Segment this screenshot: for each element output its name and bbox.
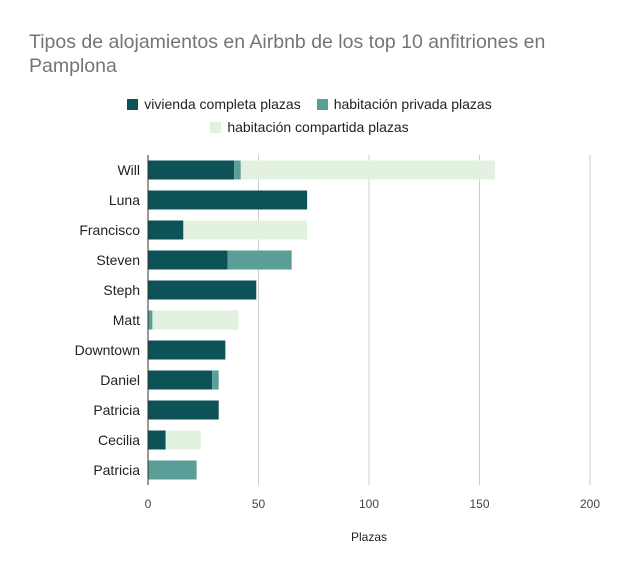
x-tick-label-50: 50 <box>252 497 266 511</box>
y-category-label-6: Downtown <box>75 342 140 358</box>
legend-label-vivienda: vivienda completa plazas <box>144 96 301 112</box>
y-category-label-4: Steph <box>103 282 140 298</box>
bar-3-series-1 <box>227 250 292 270</box>
legend-label-privada: habitación privada plazas <box>333 96 492 112</box>
x-tick-label-200: 200 <box>580 497 600 511</box>
legend-swatch-privada <box>316 98 328 110</box>
legend-item-vivienda[interactable]: vivienda completa plazas <box>127 96 301 112</box>
bar-10-series-1 <box>148 460 197 480</box>
y-category-label-5: Matt <box>113 312 140 328</box>
y-category-label-1: Luna <box>109 192 140 208</box>
legend-row-2: habitación compartida plazas <box>0 119 619 135</box>
legend-swatch-vivienda <box>127 98 139 110</box>
bar-2-series-0 <box>148 220 184 240</box>
y-category-label-2: Francisco <box>79 222 140 238</box>
bar-9-series-0 <box>148 430 166 450</box>
x-axis-title: Plazas <box>351 530 387 544</box>
legend-item-compartida[interactable]: habitación compartida plazas <box>210 119 409 135</box>
bar-1-series-0 <box>148 190 308 210</box>
bar-9-series-2 <box>165 430 202 450</box>
bar-7-series-1 <box>212 370 219 390</box>
y-category-label-3: Steven <box>96 252 140 268</box>
x-tick-label-150: 150 <box>469 497 489 511</box>
y-category-label-10: Patricia <box>93 462 140 478</box>
bar-8-series-0 <box>148 400 219 420</box>
y-category-label-0: Will <box>117 162 140 178</box>
legend-swatch-compartida <box>210 121 222 133</box>
bar-0-series-1 <box>234 160 241 180</box>
legend-item-privada[interactable]: habitación privada plazas <box>316 96 492 112</box>
bar-0-series-0 <box>148 160 235 180</box>
bar-3-series-0 <box>148 250 228 270</box>
x-tick-label-0: 0 <box>145 497 152 511</box>
y-category-label-9: Cecilia <box>98 432 140 448</box>
y-category-label-8: Patricia <box>93 402 140 418</box>
x-tick-label-100: 100 <box>359 497 379 511</box>
bar-0-series-2 <box>240 160 495 180</box>
legend-label-compartida: habitación compartida plazas <box>227 119 409 135</box>
bar-4-series-0 <box>148 280 257 300</box>
bar-7-series-0 <box>148 370 213 390</box>
bar-5-series-1 <box>148 310 153 330</box>
bar-2-series-2 <box>183 220 308 240</box>
legend-row-1: vivienda completa plazas habitación priv… <box>0 96 619 112</box>
bar-5-series-2 <box>152 310 239 330</box>
y-category-label-7: Daniel <box>100 372 140 388</box>
chart-title: Tipos de alojamientos en Airbnb de los t… <box>29 31 546 77</box>
bar-6-series-0 <box>148 340 226 360</box>
